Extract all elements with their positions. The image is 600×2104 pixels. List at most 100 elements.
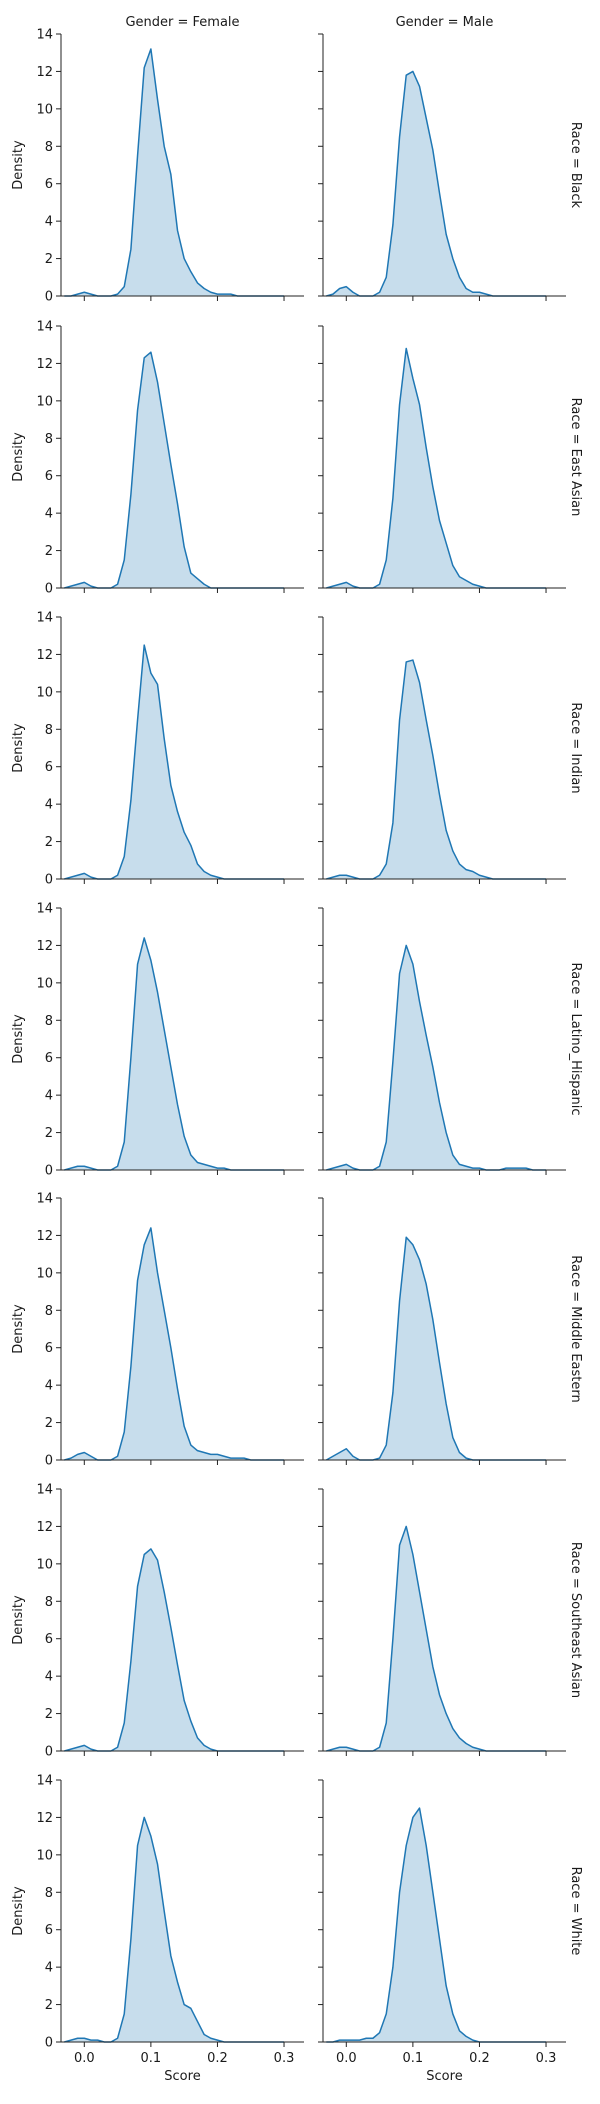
x-tick-label: 0.2 <box>207 2051 228 2066</box>
y-tick-label: 0 <box>45 1454 53 1469</box>
y-tick-label: 4 <box>45 1089 53 1104</box>
row-title: Race = Middle Eastern <box>568 1255 583 1403</box>
row-title: Race = Latino_Hispanic <box>568 962 583 1115</box>
facet-panel: 0 2 4 6 8 10 12 14 <box>36 1483 304 1760</box>
y-tick-label: 8 <box>45 1595 53 1610</box>
y-tick-label: 6 <box>45 1341 53 1356</box>
y-tick-label: 12 <box>36 65 53 80</box>
y-tick-label: 10 <box>36 102 53 117</box>
y-axis-label: Density <box>11 1886 26 1936</box>
y-tick-label: 8 <box>45 1886 53 1901</box>
y-axis-label: Density <box>11 723 26 773</box>
y-tick-label: 12 <box>36 939 53 954</box>
y-tick-label: 14 <box>36 902 53 917</box>
y-tick-label: 2 <box>45 1998 53 2013</box>
y-tick-label: 0 <box>45 873 53 888</box>
density-area <box>326 1237 547 1460</box>
facet-panel <box>318 325 566 593</box>
y-tick-label: 12 <box>36 1811 53 1826</box>
y-tick-label: 8 <box>45 1304 53 1319</box>
density-area <box>64 48 285 296</box>
y-tick-label: 6 <box>45 1923 53 1938</box>
y-tick-label: 2 <box>45 1416 53 1431</box>
y-tick-label: 6 <box>45 469 53 484</box>
x-tick-label: 0.1 <box>141 2051 162 2066</box>
column-title: Gender = Male <box>396 15 494 30</box>
y-tick-label: 12 <box>36 357 53 372</box>
y-tick-label: 2 <box>45 835 53 850</box>
y-tick-label: 4 <box>45 1670 53 1685</box>
y-tick-label: 0 <box>45 1745 53 1760</box>
y-tick-label: 8 <box>45 723 53 738</box>
x-axis-label: Score <box>426 2069 462 2084</box>
density-area <box>64 937 285 1170</box>
y-tick-label: 14 <box>36 320 53 335</box>
y-tick-label: 14 <box>36 1483 53 1498</box>
y-tick-label: 4 <box>45 798 53 813</box>
row-title: Race = White <box>568 1867 583 1956</box>
y-tick-label: 4 <box>45 507 53 522</box>
x-axis-label: Score <box>164 2069 200 2084</box>
y-tick-label: 14 <box>36 1192 53 1207</box>
y-tick-label: 14 <box>36 28 53 43</box>
density-area <box>326 945 547 1170</box>
y-tick-label: 10 <box>36 394 53 409</box>
y-tick-label: 2 <box>45 252 53 267</box>
density-area <box>326 660 547 879</box>
y-tick-label: 4 <box>45 1961 53 1976</box>
column-title: Gender = Female <box>125 15 239 30</box>
x-tick-label: 0.0 <box>336 2051 357 2066</box>
y-tick-label: 2 <box>45 544 53 559</box>
density-area <box>64 352 285 588</box>
x-tick-label: 0.1 <box>403 2051 424 2066</box>
density-area <box>64 1227 285 1460</box>
y-tick-label: 14 <box>36 611 53 626</box>
facet-panel: 0 2 4 6 8 10 12 14 0.0 0.1 0.2 0.3 Score <box>36 1774 304 2084</box>
y-tick-label: 12 <box>36 648 53 663</box>
y-tick-label: 2 <box>45 1707 53 1722</box>
y-axis-label: Density <box>11 1595 26 1645</box>
density-area <box>326 71 547 297</box>
y-tick-label: 6 <box>45 1051 53 1066</box>
y-axis-label: Density <box>11 140 26 190</box>
y-tick-label: 8 <box>45 1014 53 1029</box>
y-tick-label: 6 <box>45 177 53 192</box>
row-title: Race = Indian <box>568 702 583 793</box>
y-tick-label: 0 <box>45 1164 53 1179</box>
facet-panel: 0 2 4 6 8 10 12 14 <box>36 1192 304 1469</box>
x-tick-label: 0.3 <box>274 2051 295 2066</box>
facet-panel: 0 2 4 6 8 10 12 14 <box>36 320 304 597</box>
y-tick-label: 6 <box>45 760 53 775</box>
y-tick-label: 10 <box>36 1848 53 1863</box>
facet-panel <box>318 1197 566 1465</box>
x-tick-label: 0.2 <box>469 2051 490 2066</box>
y-tick-label: 0 <box>45 2036 53 2051</box>
y-tick-label: 6 <box>45 1632 53 1647</box>
facet-panel: 0 2 4 6 8 10 12 14 <box>36 611 304 888</box>
y-tick-label: 0 <box>45 290 53 305</box>
y-tick-label: 0 <box>45 582 53 597</box>
facet-panel: 0 2 4 6 8 10 12 14 <box>36 28 304 305</box>
y-tick-label: 10 <box>36 1266 53 1281</box>
y-tick-label: 4 <box>45 1379 53 1394</box>
density-area <box>64 1817 285 2042</box>
density-area <box>64 645 285 879</box>
y-axis-label: Density <box>11 1014 26 1064</box>
row-title: Race = Black <box>568 122 583 209</box>
density-area <box>326 1526 547 1751</box>
y-tick-label: 10 <box>36 1557 53 1572</box>
facet-panel: 0.0 0.1 0.2 0.3 Score <box>318 1779 566 2084</box>
y-axis-label: Density <box>11 432 26 482</box>
facet-panel <box>318 1488 566 1756</box>
x-tick-label: 0.0 <box>74 2051 95 2066</box>
y-tick-label: 8 <box>45 432 53 447</box>
facet-panel <box>318 33 566 301</box>
y-tick-label: 10 <box>36 685 53 700</box>
x-tick-label: 0.3 <box>536 2051 557 2066</box>
facet-panel <box>318 907 566 1175</box>
y-tick-label: 4 <box>45 215 53 230</box>
y-tick-label: 12 <box>36 1520 53 1535</box>
facet-panel <box>318 616 566 884</box>
